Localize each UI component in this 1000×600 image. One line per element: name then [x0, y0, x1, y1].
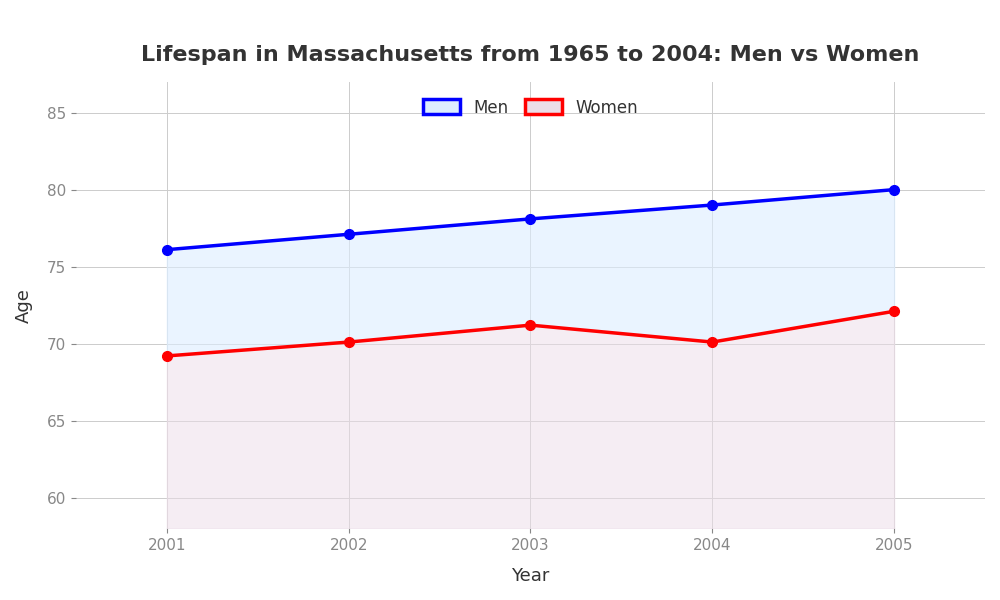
Legend: Men, Women: Men, Women — [415, 90, 646, 125]
Y-axis label: Age: Age — [15, 287, 33, 323]
X-axis label: Year: Year — [511, 567, 550, 585]
Title: Lifespan in Massachusetts from 1965 to 2004: Men vs Women: Lifespan in Massachusetts from 1965 to 2… — [141, 45, 920, 65]
